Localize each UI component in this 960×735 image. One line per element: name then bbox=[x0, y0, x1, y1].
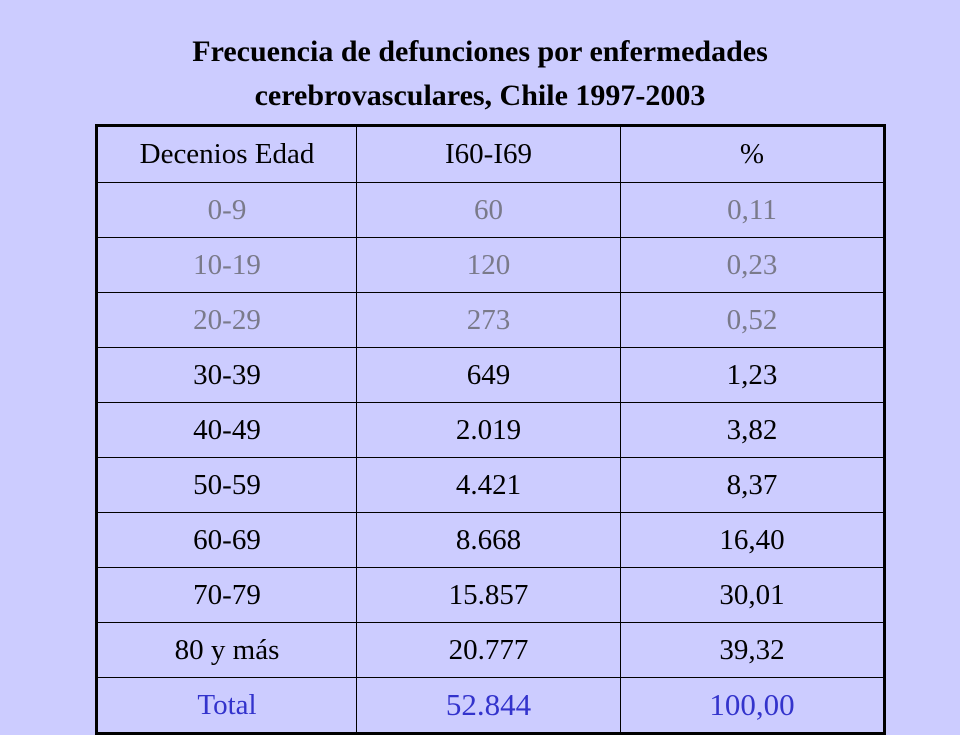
header-percent: % bbox=[620, 125, 885, 183]
cell-count: 60 bbox=[356, 182, 621, 238]
total-percent: 100,00 bbox=[620, 677, 885, 734]
table-row: 20-29 273 0,52 bbox=[96, 292, 885, 348]
table-row: 60-69 8.668 16,40 bbox=[96, 512, 885, 568]
cell-age: 70-79 bbox=[96, 567, 357, 623]
table-row: 40-49 2.019 3,82 bbox=[96, 402, 885, 458]
cell-count: 649 bbox=[356, 347, 621, 403]
cell-percent: 39,32 bbox=[620, 622, 885, 678]
cell-percent: 1,23 bbox=[620, 347, 885, 403]
cell-age: 50-59 bbox=[96, 457, 357, 513]
cell-age: 40-49 bbox=[96, 402, 357, 458]
header-icd-codes: I60-I69 bbox=[356, 125, 621, 183]
table-total-row: Total 52.844 100,00 bbox=[96, 677, 885, 734]
total-label: Total bbox=[96, 677, 357, 734]
table-row: 30-39 649 1,23 bbox=[96, 347, 885, 403]
table-header-row: Decenios Edad I60-I69 % bbox=[96, 125, 885, 183]
cell-age: 60-69 bbox=[96, 512, 357, 568]
cell-percent: 8,37 bbox=[620, 457, 885, 513]
title-line-2: cerebrovasculares, Chile 1997-2003 bbox=[254, 79, 706, 112]
table-row: 80 y más 20.777 39,32 bbox=[96, 622, 885, 678]
table-row: 50-59 4.421 8,37 bbox=[96, 457, 885, 513]
cell-percent: 30,01 bbox=[620, 567, 885, 623]
table-row: 70-79 15.857 30,01 bbox=[96, 567, 885, 623]
cell-percent: 0,11 bbox=[620, 182, 885, 238]
cell-age: 20-29 bbox=[96, 292, 357, 348]
cell-count: 273 bbox=[356, 292, 621, 348]
cell-count: 2.019 bbox=[356, 402, 621, 458]
title-line-1: Frecuencia de defunciones por enfermedad… bbox=[192, 35, 768, 68]
page-title: Frecuencia de defunciones por enfermedad… bbox=[0, 30, 960, 118]
cell-count: 15.857 bbox=[356, 567, 621, 623]
cell-count: 4.421 bbox=[356, 457, 621, 513]
cell-age: 30-39 bbox=[96, 347, 357, 403]
table-row: 10-19 120 0,23 bbox=[96, 237, 885, 293]
cell-age: 0-9 bbox=[96, 182, 357, 238]
total-count: 52.844 bbox=[356, 677, 621, 734]
cell-percent: 0,52 bbox=[620, 292, 885, 348]
cell-count: 20.777 bbox=[356, 622, 621, 678]
cell-percent: 0,23 bbox=[620, 237, 885, 293]
cell-count: 120 bbox=[356, 237, 621, 293]
table-row: 0-9 60 0,11 bbox=[96, 182, 885, 238]
cell-count: 8.668 bbox=[356, 512, 621, 568]
mortality-table: Decenios Edad I60-I69 % 0-9 60 0,11 10-1… bbox=[95, 124, 886, 735]
cell-age: 80 y más bbox=[96, 622, 357, 678]
cell-percent: 16,40 bbox=[620, 512, 885, 568]
cell-percent: 3,82 bbox=[620, 402, 885, 458]
header-age-decades: Decenios Edad bbox=[96, 125, 357, 183]
cell-age: 10-19 bbox=[96, 237, 357, 293]
